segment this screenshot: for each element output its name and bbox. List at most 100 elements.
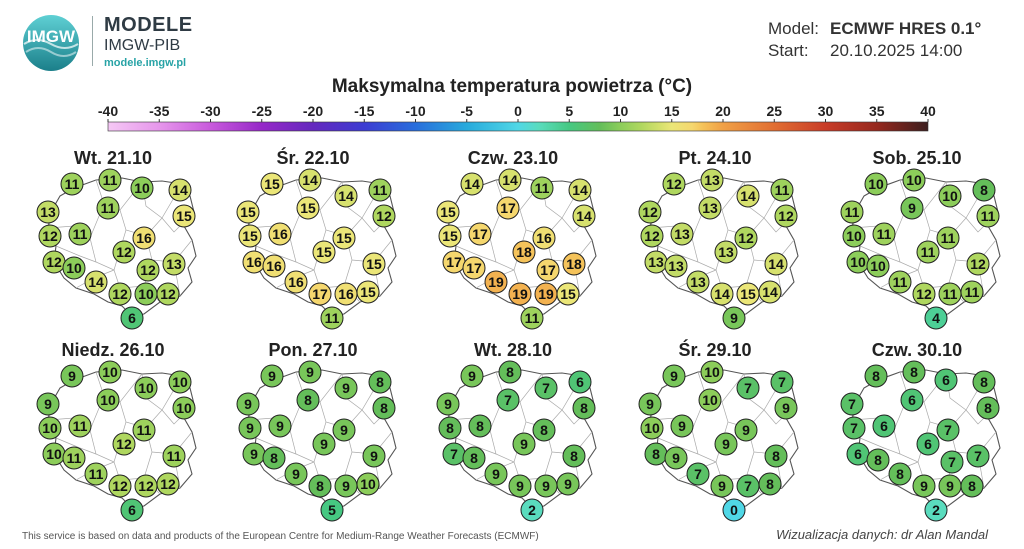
station-circle: [60, 364, 84, 388]
station-circle: [320, 498, 344, 522]
station-circle: [508, 282, 532, 306]
station-temperature: 16: [536, 230, 552, 246]
station-marker: 13: [698, 196, 722, 220]
station-circle: [108, 282, 132, 306]
station-temperature: 12: [46, 254, 62, 270]
region-border: [859, 245, 901, 263]
station-temperature: 7: [504, 392, 512, 408]
station-temperature: 8: [476, 418, 484, 434]
station-marker: 8: [866, 448, 890, 472]
station-temperature: 9: [250, 446, 258, 462]
station-circle: [368, 178, 392, 202]
station-marker: 17: [536, 258, 560, 282]
station-circle: [770, 370, 794, 394]
station-marker: 8: [296, 388, 320, 412]
station-marker: 12: [134, 474, 158, 498]
station-temperature: 15: [240, 204, 256, 220]
station-circle: [972, 178, 996, 202]
station-marker: 9: [710, 474, 734, 498]
station-circle: [112, 240, 136, 264]
station-temperature: 9: [44, 396, 52, 412]
station-circle: [714, 432, 738, 456]
region-border: [313, 259, 353, 289]
station-circle: [268, 222, 292, 246]
station-circle: [698, 196, 722, 220]
station-marker: 10: [62, 256, 86, 280]
station-circle: [662, 172, 686, 196]
station-marker: 11: [60, 172, 84, 196]
station-temperature: 11: [325, 310, 340, 326]
station-circle: [132, 418, 156, 442]
station-marker: 16: [334, 282, 358, 306]
station-circle: [536, 258, 560, 282]
station-temperature: 10: [46, 446, 62, 462]
station-circle: [736, 184, 760, 208]
station-temperature: 13: [166, 256, 182, 272]
brand-url[interactable]: modele.imgw.pl: [104, 57, 187, 69]
station-temperature: 9: [244, 396, 252, 412]
station-circle: [556, 282, 580, 306]
station-marker: 11: [936, 226, 960, 250]
station-marker: 10: [698, 388, 722, 412]
station-temperature: 8: [652, 446, 660, 462]
station-temperature: 19: [538, 286, 554, 302]
station-marker: 8: [308, 474, 332, 498]
station-marker: 10: [938, 184, 962, 208]
station-marker: 12: [108, 282, 132, 306]
station-marker: 9: [734, 418, 758, 442]
station-circle: [640, 224, 664, 248]
station-circle: [60, 172, 84, 196]
station-marker: 9: [362, 444, 386, 468]
station-circle: [764, 252, 788, 276]
station-circle: [686, 462, 710, 486]
station-circle: [888, 462, 912, 486]
station-circle: [664, 446, 688, 470]
station-temperature: 6: [854, 446, 862, 462]
station-circle: [120, 498, 144, 522]
station-circle: [298, 168, 322, 192]
station-circle: [496, 388, 520, 412]
station-marker: 9: [912, 474, 936, 498]
station-circle: [568, 178, 592, 202]
station-marker: 18: [562, 252, 586, 276]
station-temperature: 17: [472, 226, 488, 242]
station-marker: 14: [568, 178, 592, 202]
scale-tick-label: -35: [149, 103, 169, 119]
station-marker: 9: [236, 392, 260, 416]
station-temperature: 11: [943, 286, 958, 302]
panel-date: Niedz. 26.10: [61, 340, 165, 360]
station-marker: 15: [172, 204, 196, 228]
station-temperature: 6: [880, 418, 888, 434]
station-temperature: 15: [442, 228, 458, 244]
station-temperature: 8: [872, 368, 880, 384]
station-marker: 11: [132, 418, 156, 442]
station-circle: [134, 376, 158, 400]
station-temperature: 8: [968, 478, 976, 494]
station-circle: [714, 240, 738, 264]
station-temperature: 12: [644, 228, 660, 244]
station-temperature: 10: [138, 380, 154, 396]
scale-tick-label: -20: [303, 103, 323, 119]
station-marker: 14: [298, 168, 322, 192]
station-temperature: 11: [103, 172, 118, 188]
station-marker: 14: [84, 270, 108, 294]
station-marker: 11: [96, 196, 120, 220]
station-temperature: 15: [740, 286, 756, 302]
station-marker: 2: [520, 498, 544, 522]
station-temperature: 9: [920, 478, 928, 494]
station-temperature: 18: [566, 256, 582, 272]
station-circle: [938, 184, 962, 208]
station-temperature: 15: [336, 230, 352, 246]
station-marker: 6: [846, 442, 870, 466]
station-temperature: 9: [370, 448, 378, 464]
station-temperature: 8: [980, 182, 988, 198]
station-marker: 8: [462, 446, 486, 470]
station-temperature: 8: [910, 364, 918, 380]
station-circle: [736, 376, 760, 400]
station-temperature: 8: [270, 450, 278, 466]
station-circle: [468, 414, 492, 438]
station-temperature: 11: [941, 230, 956, 246]
station-marker: 13: [714, 240, 738, 264]
station-circle: [262, 254, 286, 278]
